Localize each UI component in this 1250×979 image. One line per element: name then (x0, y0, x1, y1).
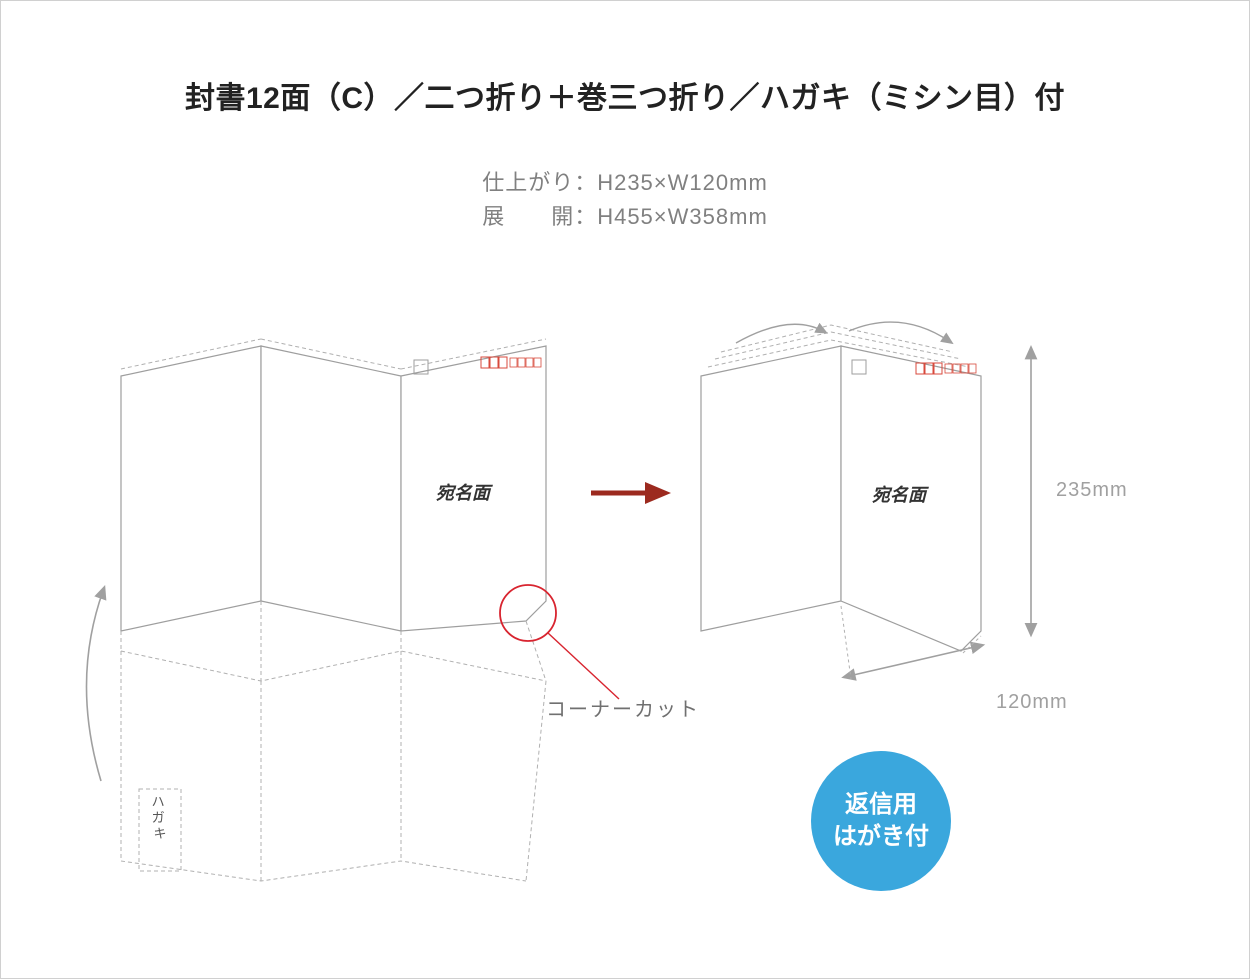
left-figure: 宛名面 ハ ガ キ (86, 339, 619, 881)
reply-postcard-badge: 返信用はがき付 (811, 751, 951, 891)
page-flip-arrow-right-icon (849, 322, 949, 341)
postcard-tab-label: ハ ガ キ (152, 794, 169, 841)
fold-up-arrow-icon (86, 591, 103, 781)
address-face-label-right: 宛名面 (872, 485, 929, 505)
width-dimension-label: 120mm (996, 691, 1068, 714)
transition-arrow-icon (591, 482, 671, 504)
diagram-area: 宛名面 ハ ガ キ (1, 261, 1250, 961)
spec-block: 仕上がり：H235×W120mm 展 開：H455×W358mm (1, 166, 1249, 234)
diagram-frame: 封書12面（C）／二つ折り＋巻三つ折り／ハガキ（ミシン目）付 仕上がり：H235… (0, 0, 1250, 979)
spec-line-2: 展 開：H455×W358mm (482, 200, 768, 234)
badge-text: 返信用はがき付 (833, 789, 929, 854)
width-dimension-line (849, 646, 979, 676)
page-title: 封書12面（C）／二つ折り＋巻三つ折り／ハガキ（ミシン目）付 (1, 73, 1249, 117)
right-figure: 宛名面 (701, 322, 1031, 679)
diagram-svg: 宛名面 ハ ガ キ (1, 261, 1250, 961)
page-flip-arrow-left-icon (736, 324, 823, 343)
height-dimension-label: 235mm (1056, 479, 1128, 502)
spec-line-1: 仕上がり：H235×W120mm (482, 166, 768, 200)
corner-cut-label: コーナーカット (546, 693, 700, 722)
address-face-label-left: 宛名面 (436, 483, 493, 503)
corner-cut-leader (548, 633, 619, 699)
